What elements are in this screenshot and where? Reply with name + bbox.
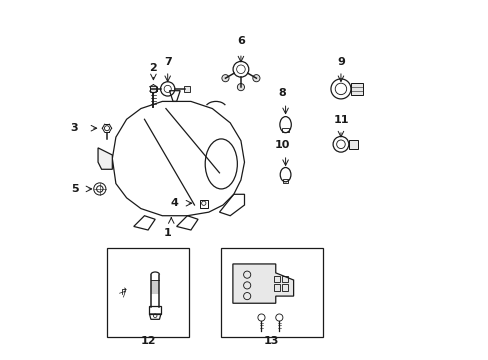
- Circle shape: [237, 84, 244, 91]
- Text: 1: 1: [163, 228, 171, 238]
- Text: 11: 11: [332, 114, 348, 125]
- Circle shape: [252, 75, 260, 82]
- Bar: [151, 280, 159, 294]
- Bar: [348, 140, 357, 149]
- Bar: [107, 248, 189, 337]
- Bar: [273, 276, 280, 282]
- Text: ↱: ↱: [120, 288, 128, 297]
- Bar: [273, 284, 280, 291]
- Text: 5: 5: [71, 184, 78, 194]
- Text: 3: 3: [71, 123, 78, 133]
- Bar: [350, 83, 363, 95]
- Text: 8: 8: [278, 88, 285, 98]
- Bar: [281, 284, 287, 291]
- Text: 2: 2: [149, 63, 157, 73]
- Text: 9: 9: [336, 58, 344, 67]
- Bar: [281, 276, 287, 282]
- Circle shape: [222, 75, 228, 82]
- Text: 13: 13: [263, 336, 279, 346]
- Text: 12: 12: [140, 336, 156, 346]
- Bar: [183, 86, 190, 92]
- Polygon shape: [98, 148, 112, 169]
- Bar: [282, 179, 288, 183]
- Bar: [221, 248, 323, 337]
- Text: 6: 6: [237, 36, 244, 46]
- Bar: [200, 200, 207, 207]
- Text: 7: 7: [163, 58, 171, 67]
- Bar: [149, 86, 156, 92]
- Bar: [149, 306, 161, 314]
- Text: 4: 4: [170, 198, 178, 208]
- Text: 10: 10: [274, 140, 289, 150]
- Bar: [282, 128, 288, 132]
- Polygon shape: [232, 264, 293, 303]
